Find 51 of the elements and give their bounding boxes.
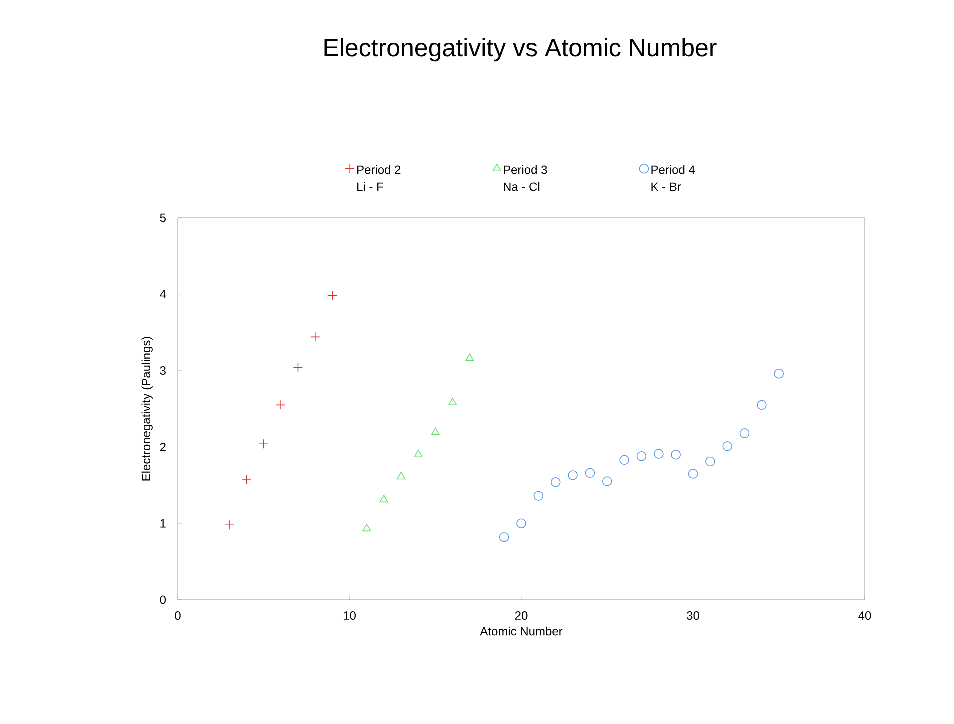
point bbox=[620, 455, 630, 466]
point bbox=[293, 362, 304, 373]
point bbox=[516, 518, 526, 528]
point bbox=[757, 400, 767, 410]
point bbox=[654, 449, 664, 459]
point bbox=[448, 398, 458, 406]
x-tick-label: 20 bbox=[515, 612, 528, 620]
point bbox=[362, 524, 372, 532]
point bbox=[328, 291, 338, 301]
x-tick-label: 0 bbox=[175, 612, 181, 620]
point bbox=[310, 332, 320, 342]
legend-label: Period 2 bbox=[358, 165, 401, 174]
point bbox=[242, 475, 252, 485]
y-tick-label: 5 bbox=[160, 214, 166, 222]
point bbox=[276, 400, 286, 410]
point bbox=[380, 495, 388, 503]
point bbox=[224, 520, 234, 530]
x-tick-label: 10 bbox=[344, 612, 356, 620]
y-axis-title: Electronegativity (Paulings) bbox=[142, 337, 153, 481]
point bbox=[740, 428, 750, 438]
point bbox=[466, 354, 474, 362]
point bbox=[722, 442, 732, 452]
x-tick-label: 30 bbox=[687, 612, 700, 620]
point bbox=[688, 469, 698, 479]
text: Na - Cl bbox=[504, 182, 540, 192]
point bbox=[568, 470, 578, 480]
x-tick-label: 40 bbox=[858, 612, 872, 620]
y-tick-label: 3 bbox=[160, 366, 166, 376]
point bbox=[671, 450, 681, 460]
point bbox=[706, 456, 716, 467]
legend-label: Period 3 bbox=[504, 165, 548, 174]
y-tick-label: 1 bbox=[160, 519, 166, 528]
chart-title: Electronegativity vs Atomic Number bbox=[324, 38, 717, 62]
point bbox=[550, 477, 561, 488]
point bbox=[396, 472, 406, 480]
y-tick-label: 2 bbox=[160, 443, 166, 452]
point bbox=[534, 491, 544, 501]
x-axis-title: Atomic Number bbox=[480, 626, 563, 636]
point bbox=[414, 450, 423, 458]
y-tick-label: 4 bbox=[160, 290, 166, 299]
point bbox=[431, 428, 440, 436]
point bbox=[585, 468, 596, 478]
point bbox=[499, 532, 510, 542]
text: K - Br bbox=[652, 182, 682, 192]
legend-label: Period 4 bbox=[652, 165, 696, 174]
point bbox=[774, 368, 784, 379]
point bbox=[636, 451, 647, 462]
y-tick-label: 0 bbox=[160, 596, 166, 604]
point bbox=[602, 476, 612, 486]
point bbox=[258, 439, 269, 450]
text: Li - F bbox=[358, 182, 384, 192]
